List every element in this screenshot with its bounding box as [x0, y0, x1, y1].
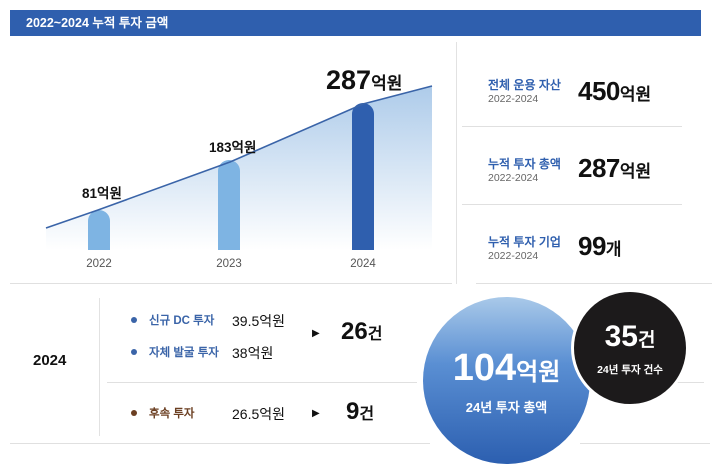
stat-total-aum: 전체 운용 자산 2022-2024 450억원: [488, 76, 652, 106]
investment-item-self-sourced: 자체 발굴 투자 38억원: [131, 344, 331, 362]
chart-graphic: [45, 85, 433, 250]
bottom-divider-left: [10, 443, 430, 444]
count-follow-on: 9건: [346, 398, 375, 425]
bottom-divider-right: [580, 443, 710, 444]
investment-item-new-dc: 신규 DC 투자 39.5억원: [131, 312, 331, 330]
bullet-icon: [131, 349, 137, 355]
bullet-icon: [131, 317, 137, 323]
x-tick-2024: 2024: [350, 258, 376, 270]
arrow-right-icon: ▶: [312, 328, 320, 339]
stat-divider: [462, 126, 682, 127]
chart-bottom-divider: [10, 283, 452, 284]
stat-cumulative-investment: 누적 투자 총액 2022-2024 287억원: [488, 153, 652, 184]
section-header: 2022~2024 누적 투자 금액: [10, 10, 701, 36]
breakdown-divider: [99, 298, 100, 436]
bar-label-2023: 183억원: [209, 140, 257, 155]
bullet-icon: [131, 410, 137, 416]
bar-2023-base: [218, 175, 240, 250]
breakdown-year: 2024: [33, 352, 67, 369]
stat-divider: [462, 204, 682, 205]
investment-item-follow-on: 후속 투자 26.5억원: [131, 405, 331, 423]
bar-label-2024: 287억원: [326, 65, 403, 95]
cumulative-investment-chart: 81억원 183억원 287억원 2022 2023 2024: [10, 40, 452, 284]
stat-cumulative-companies: 누적 투자 기업 2022-2024 99개: [488, 231, 622, 262]
stat-bottom-divider: [476, 283, 712, 284]
arrow-right-icon: ▶: [312, 408, 320, 419]
bar-2024-base: [352, 118, 374, 250]
vertical-divider: [456, 42, 457, 284]
bar-2022-base: [88, 225, 110, 250]
section-title: 2022~2024 누적 투자 금액: [26, 16, 169, 30]
investment-count-circle: 35건 24년 투자 건수: [571, 289, 689, 407]
total-investment-circle: 104억원 24년 투자 총액: [423, 297, 590, 464]
x-tick-2023: 2023: [216, 258, 242, 270]
trend-line: [45, 85, 433, 229]
bar-label-2022: 81억원: [82, 186, 122, 201]
count-new-investments: 26건: [341, 318, 383, 345]
breakdown-row-divider: [107, 382, 417, 383]
x-tick-2022: 2022: [86, 258, 112, 270]
